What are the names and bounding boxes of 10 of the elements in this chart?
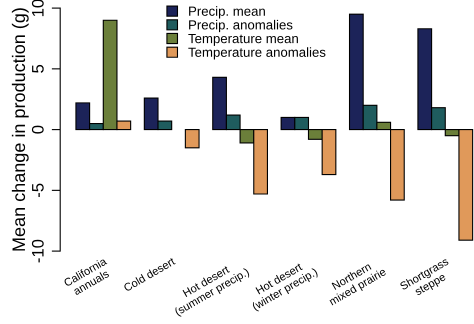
y-axis-title: Mean change in production (g) [12,8,29,251]
y-tick-label: 5 [32,64,44,73]
legend-label: Precip. anomalies [189,20,292,32]
y-tick-label: -10 [32,240,44,262]
legend-label: Temperature mean [188,34,298,46]
bar [184,129,200,148]
y-tick-label: 0 [32,126,44,134]
y-tick-label: -5 [32,184,44,198]
legend-label: Temperature anomalies [188,47,326,60]
legend-label: Precip. mean [189,6,265,18]
